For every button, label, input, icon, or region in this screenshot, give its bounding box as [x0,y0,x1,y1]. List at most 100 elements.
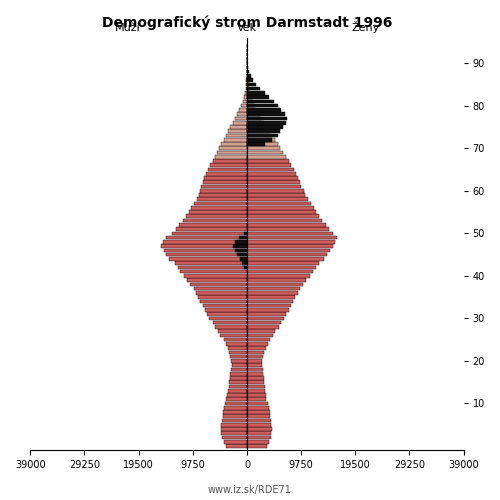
Bar [247,372,263,376]
Bar [247,116,261,120]
Bar [247,125,283,129]
Bar [192,206,247,210]
Bar [202,180,247,184]
Bar [247,134,272,138]
Bar [227,393,247,397]
Bar [230,376,247,380]
Bar [247,300,293,303]
Bar [247,74,248,78]
Bar [176,227,247,231]
Bar [247,342,268,345]
Bar [247,66,248,69]
Bar [247,112,284,116]
Bar [247,78,253,82]
Text: Ženy: Ženy [352,22,380,34]
Bar [247,282,303,286]
Bar [169,257,247,260]
Bar [240,257,247,260]
Bar [226,402,247,406]
Bar [222,423,247,426]
Bar [204,308,247,312]
Bar [174,262,247,265]
Bar [206,172,247,176]
Bar [247,180,300,184]
Bar [247,146,280,150]
Bar [247,130,269,133]
Bar [247,87,250,90]
Bar [208,168,247,172]
Bar [230,125,247,129]
Bar [228,346,247,350]
Bar [247,130,280,133]
Bar [196,291,247,294]
Bar [178,266,247,269]
Bar [224,440,247,444]
Bar [247,87,260,90]
Bar [247,346,266,350]
Bar [247,321,281,324]
Bar [194,202,247,205]
Bar [212,321,247,324]
Bar [247,236,337,240]
Bar [247,350,264,354]
Bar [244,91,247,94]
Bar [247,159,288,163]
Bar [226,342,247,345]
Bar [247,325,278,328]
Bar [247,202,311,205]
Bar [247,270,313,274]
Bar [244,96,247,99]
Bar [247,104,278,108]
Bar [207,312,247,316]
Bar [247,257,324,260]
Bar [247,223,326,226]
Bar [247,218,322,222]
Bar [247,338,270,342]
Bar [247,189,304,192]
Bar [224,138,247,141]
Bar [247,355,263,358]
Bar [247,440,269,444]
Bar [194,287,247,290]
Bar [247,393,266,397]
Bar [247,214,319,218]
Bar [247,100,253,103]
Bar [247,423,272,426]
Bar [180,270,247,274]
Bar [247,232,333,235]
Bar [230,372,247,376]
Bar [247,91,264,94]
Bar [209,316,247,320]
Text: www.iz.sk/RDE71: www.iz.sk/RDE71 [208,485,292,495]
Bar [233,244,247,248]
Bar [179,223,247,226]
Bar [247,164,292,167]
Bar [219,146,247,150]
Bar [247,402,268,406]
Bar [218,330,247,333]
Bar [247,414,270,418]
Bar [161,244,247,248]
Bar [247,100,274,103]
Bar [247,418,271,422]
Bar [239,108,247,112]
Bar [247,364,262,367]
Bar [247,376,264,380]
Bar [220,334,247,337]
Bar [247,150,283,154]
Bar [247,240,334,244]
Bar [247,198,308,201]
Bar [247,398,266,401]
Bar [247,380,264,384]
Bar [226,444,247,448]
Bar [222,142,247,146]
Bar [221,427,247,431]
Bar [247,427,272,431]
Bar [247,112,258,116]
Bar [228,384,247,388]
Bar [247,262,318,265]
Bar [247,138,272,141]
Bar [229,350,247,354]
Bar [224,338,247,342]
Bar [234,240,247,244]
